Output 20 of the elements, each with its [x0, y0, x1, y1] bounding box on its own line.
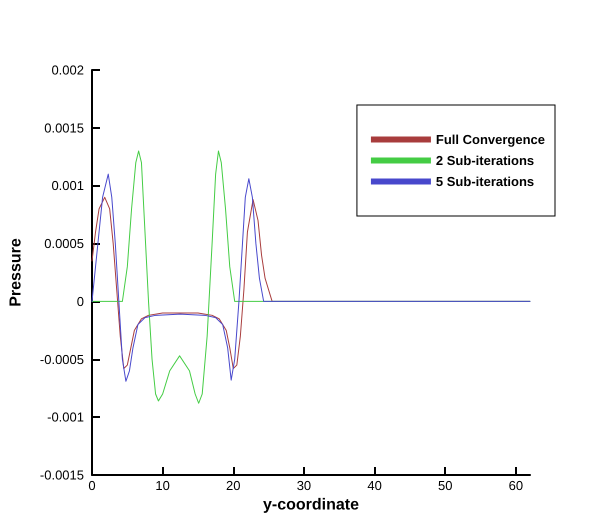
legend-label: 2 Sub-iterations [436, 153, 534, 168]
y-tick-label: -0.0015 [40, 468, 84, 482]
y-tick-label: 0.0005 [44, 236, 84, 252]
y-tick-label: 0.001 [51, 178, 84, 194]
y-tick-label: -0.001 [47, 410, 84, 425]
x-tick-label: 50 [438, 478, 452, 493]
legend-label: 5 Sub-iterations [436, 174, 534, 189]
y-tick-label: -0.0005 [40, 352, 84, 367]
y-tick-label: 0 [76, 294, 84, 309]
x-axis-title: y-coordinate [262, 496, 360, 514]
x-tick-label: 10 [155, 478, 170, 493]
y-axis-title: Pressure [8, 238, 24, 307]
x-tick-label: 20 [226, 478, 241, 493]
x-tick-label: 30 [296, 478, 312, 493]
x-tick-label: 60 [508, 478, 524, 493]
y-tick-label: 0.0015 [44, 120, 84, 136]
x-tick-label: 0 [88, 478, 96, 493]
x-tick-label: 40 [367, 478, 382, 493]
legend-label: Full Convergence [436, 132, 545, 147]
y-tick-label: 0.002 [51, 62, 84, 78]
